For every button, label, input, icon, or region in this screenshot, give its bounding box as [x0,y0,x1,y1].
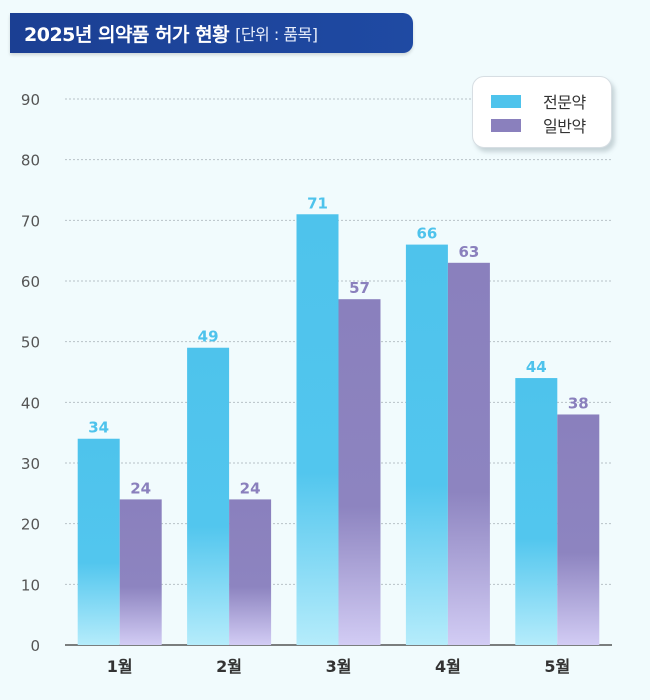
bar-otc [447,262,490,645]
x-tick-label: 3월 [326,657,352,676]
x-tick-label: 4월 [435,657,461,676]
bar-prescription [296,214,339,645]
data-label: 49 [198,328,219,346]
y-tick-label: 60 [21,273,40,291]
y-tick-label: 70 [21,212,40,230]
y-tick-label: 20 [21,516,40,534]
legend-label-otc: 일반약 [543,117,586,136]
data-label: 38 [568,394,589,412]
y-tick-label: 10 [21,576,40,594]
data-label: 24 [130,479,151,497]
y-tick-label: 30 [21,455,40,473]
legend-label-prescription: 전문약 [543,93,586,112]
unit-label: [단위 : 품목] [235,25,318,44]
chart-title: 2025년 의약품 허가 현황 [24,23,230,46]
data-label: 66 [416,225,437,243]
y-tick-label: 0 [30,637,40,655]
data-label: 63 [458,243,479,261]
bar-prescription [77,438,120,645]
y-tick-label: 90 [21,91,40,109]
data-label: 44 [526,358,547,376]
y-tick-label: 50 [21,334,40,352]
labels: 0 10 20 30 40 50 60 70 80 90 34 24 1월 49 24 2월 71 57 3월 66 6… [21,91,589,676]
data-label: 24 [240,479,261,497]
bar-prescription [515,378,558,645]
bar-prescription [405,244,448,645]
data-label: 57 [349,279,370,297]
bars [77,214,600,645]
legend-item-otc: 일반약 [491,113,611,137]
legend-swatch-prescription [491,94,521,108]
x-tick-label: 1월 [107,657,133,676]
legend: 전문약 일반약 [472,76,612,148]
bar-otc [338,299,381,645]
legend-swatch-otc [491,118,521,132]
data-label: 34 [88,419,109,437]
y-tick-label: 80 [21,152,40,170]
legend-item-prescription: 전문약 [491,89,611,113]
y-tick-label: 40 [21,394,40,412]
data-label: 71 [307,194,328,212]
bar-otc [557,414,600,645]
bar-prescription [187,347,230,645]
x-tick-label: 5월 [544,657,570,676]
title-banner: 2025년 의약품 허가 현황 [단위 : 품목] [10,13,413,53]
bar-otc [229,499,272,645]
x-tick-label: 2월 [216,657,242,676]
bar-otc [119,499,162,645]
